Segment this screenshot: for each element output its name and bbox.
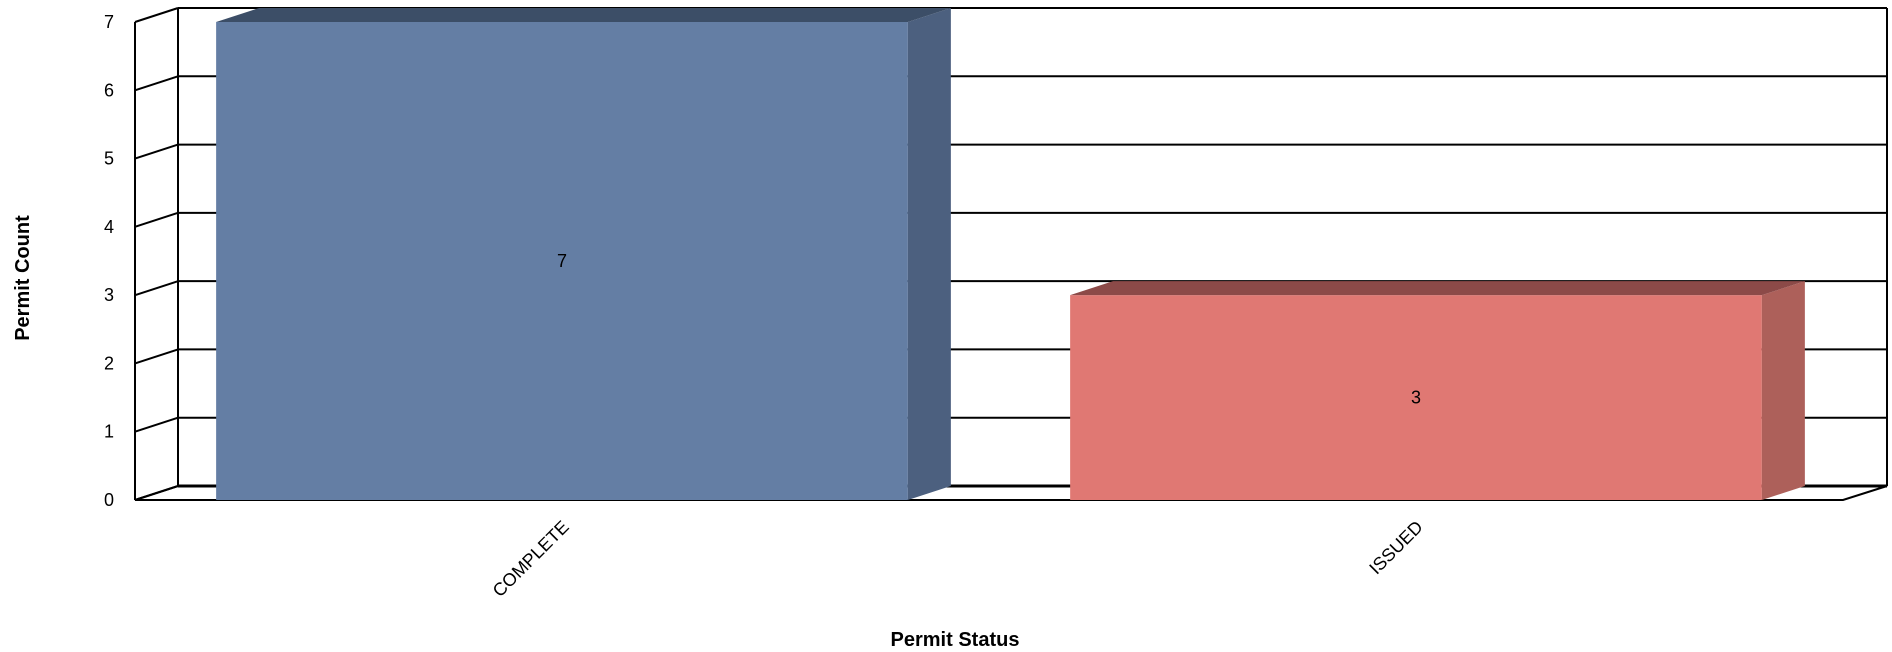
y-tick-label: 0 (104, 490, 114, 510)
data-label-complete: 7 (557, 251, 567, 271)
side-gridline-3 (134, 280, 179, 297)
chart-bars (216, 8, 1805, 500)
side-gridline-5 (134, 143, 179, 160)
bar-side-issued (1761, 281, 1805, 500)
bar-front-complete (216, 22, 908, 500)
y-tick-label: 2 (104, 353, 114, 373)
y-axis-title: Permit Count (12, 215, 34, 341)
bar-side-complete (907, 8, 951, 500)
side-gridline-2 (134, 348, 179, 365)
side-gridline-7 (134, 7, 179, 23)
y-tick-label: 3 (104, 285, 114, 305)
side-gridline-1 (134, 416, 179, 433)
x-tick-label-complete: COMPLETE (489, 517, 573, 601)
bar-front-issued (1070, 295, 1762, 500)
x-axis-title: Permit Status (891, 629, 1020, 651)
bar-top-complete (216, 8, 951, 22)
y-tick-label: 5 (104, 149, 114, 169)
y-tick-label: 6 (104, 80, 114, 100)
y-tick-label: 7 (104, 12, 114, 32)
bar-top-issued (1070, 281, 1805, 296)
y-tick-label: 1 (104, 422, 114, 442)
x-tick-label-issued: ISSUED (1365, 517, 1427, 579)
y-tick-label: 4 (104, 217, 114, 237)
side-gridline-4 (134, 211, 179, 228)
data-label-issued: 3 (1411, 388, 1421, 408)
side-gridline-6 (134, 75, 179, 92)
